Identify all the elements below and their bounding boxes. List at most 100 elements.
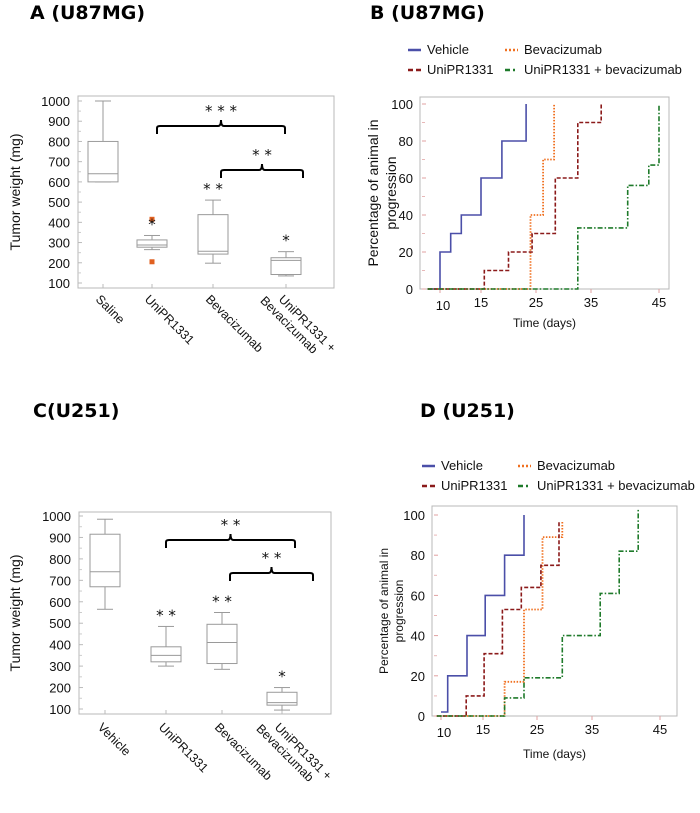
y-tick-label: 700: [48, 155, 70, 170]
x-category-label: UniPR1331: [156, 720, 211, 775]
series-line-vehicle: [427, 104, 527, 290]
x-tick-label: 45: [653, 722, 667, 737]
series-line-unipr1331: [436, 521, 560, 717]
y-axis-label: Tumor weight (mg): [7, 555, 23, 672]
y-tick-label: 40: [411, 629, 425, 644]
panel-title-a: A (U87MG): [30, 2, 146, 24]
significance-label: *: [282, 232, 290, 250]
x-tick-label: 10: [437, 725, 451, 740]
series-line-bevacizumab: [436, 521, 564, 717]
x-category-label-line: Bevacizumab: [203, 292, 266, 355]
y-tick-label: 800: [49, 552, 71, 567]
y-tick-label: 100: [49, 702, 71, 717]
legend-label: Bevacizumab: [524, 42, 602, 57]
x-category-label: Vehicle: [95, 720, 133, 758]
x-tick-label: 35: [584, 295, 598, 310]
box-iqr: [150, 646, 182, 663]
x-tick-label: 15: [476, 722, 490, 737]
chart-a: 100 200 300 400 500 600 700 800 900 1000 Tumor wei…: [7, 94, 339, 365]
x-category-label-line: Saline: [93, 292, 128, 327]
y-tick-label: 600: [48, 175, 70, 190]
panel-title-c: C(U251): [33, 400, 120, 422]
legend-label: Bevacizumab: [537, 458, 615, 473]
y-tick-label: 40: [399, 208, 413, 223]
significance-label: * *: [212, 593, 232, 611]
comparison-label: * *: [252, 146, 272, 164]
comparison-label: * *: [262, 549, 282, 567]
outlier-point: [149, 216, 155, 222]
y-tick-label: 0: [406, 282, 413, 297]
y-tick-label: 200: [48, 256, 70, 271]
plot-frame: [431, 505, 678, 717]
comparison-label: * *: [221, 516, 241, 534]
x-tick-label: 25: [530, 722, 544, 737]
y-tick-label: 1000: [41, 94, 70, 109]
y-axis-label-line1: Percentage of animal in: [365, 119, 381, 266]
legend-label: UniPR1331: [441, 478, 508, 493]
legend-label: Vehicle: [427, 42, 469, 57]
series-line-unipr1331-bevacizumab: [436, 509, 639, 717]
x-category-label: Bevacizumab: [203, 292, 266, 355]
y-tick-label: 1000: [42, 509, 71, 524]
x-category-label: Saline: [93, 292, 128, 327]
y-axis-label-line2: progression: [392, 580, 406, 643]
box-iqr: [270, 257, 302, 276]
y-axis-label-line2: progression: [383, 156, 399, 229]
series-line-bevacizumab: [427, 104, 555, 290]
x-tick-label: 15: [474, 295, 488, 310]
y-tick-label: 400: [49, 638, 71, 653]
x-tick-label: 10: [436, 298, 450, 313]
x-category-label: UniPR1331: [142, 292, 197, 347]
chart-d: 0 20 40 60 80 100 10 15 25 35 45 Time (days) Percent…: [377, 458, 695, 761]
series-line-vehicle: [441, 515, 525, 713]
panel-title-d: D (U251): [420, 400, 515, 422]
x-tick-label: 45: [652, 295, 666, 310]
outlier-point: [149, 259, 155, 265]
significance-label: * *: [156, 606, 176, 624]
x-category-label-line: UniPR1331: [142, 292, 197, 347]
series-line-unipr1331-bevacizumab: [427, 104, 660, 290]
box-iqr: [266, 691, 298, 706]
x-axis-label: Time (days): [523, 747, 586, 761]
legend-label: Vehicle: [441, 458, 483, 473]
y-tick-label: 500: [48, 195, 70, 210]
y-tick-label: 20: [411, 669, 425, 684]
legend-label: UniPR1331 + bevacizumab: [524, 62, 682, 77]
comparison-bracket: [165, 533, 296, 548]
y-tick-label: 200: [49, 681, 71, 696]
y-tick-label: 60: [399, 171, 413, 186]
x-tick-label: 25: [529, 295, 543, 310]
y-tick-label: 80: [399, 134, 413, 149]
y-tick-label: 0: [418, 709, 425, 724]
series-line-unipr1331: [427, 104, 602, 290]
y-tick-label: 500: [49, 616, 71, 631]
y-tick-label: 100: [403, 508, 425, 523]
y-tick-label: 600: [49, 595, 71, 610]
significance-label: * *: [203, 180, 223, 198]
y-tick-label: 20: [399, 245, 413, 260]
comparison-bracket: [229, 566, 314, 581]
y-tick-label: 80: [411, 548, 425, 563]
x-axis-label: Time (days): [513, 316, 576, 330]
box-iqr: [89, 533, 121, 588]
y-tick-label: 100: [391, 97, 413, 112]
chart-b: 0 20 40 60 80 100 10 15 25 35 45 Time (days) Percent…: [365, 42, 682, 330]
y-tick-label: 700: [49, 573, 71, 588]
box-iqr: [87, 140, 119, 183]
y-axis-label: Tumor weight (mg): [7, 134, 23, 251]
x-tick-label: 35: [585, 722, 599, 737]
chart-c: 100 200 300 400 500 600 700 800 900 1000 Tumor wei…: [7, 509, 335, 785]
y-tick-label: 300: [49, 659, 71, 674]
x-category-label-line: Vehicle: [95, 720, 133, 758]
y-tick-label: 60: [411, 588, 425, 603]
y-tick-label: 100: [48, 276, 70, 291]
box-iqr: [197, 214, 229, 255]
significance-label: *: [278, 668, 286, 686]
x-category-label: UniPR1331 +Bevacizumab: [257, 284, 338, 365]
significance-label: *: [148, 215, 156, 233]
y-tick-label: 900: [49, 530, 71, 545]
panel-title-b: B (U87MG): [370, 2, 485, 24]
legend-label: UniPR1331: [427, 62, 494, 77]
plot-frame: [419, 96, 670, 290]
